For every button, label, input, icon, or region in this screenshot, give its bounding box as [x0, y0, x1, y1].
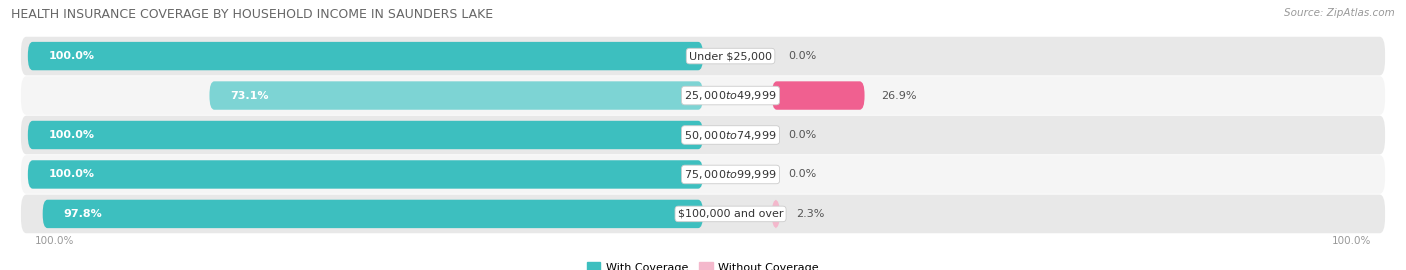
Text: 100.0%: 100.0% — [1331, 236, 1371, 246]
Text: 2.3%: 2.3% — [796, 209, 825, 219]
FancyBboxPatch shape — [42, 200, 703, 228]
Text: 26.9%: 26.9% — [882, 90, 917, 100]
Text: 100.0%: 100.0% — [48, 130, 94, 140]
Text: Under $25,000: Under $25,000 — [689, 51, 772, 61]
Text: $100,000 and over: $100,000 and over — [678, 209, 783, 219]
FancyBboxPatch shape — [21, 155, 1385, 194]
Legend: With Coverage, Without Coverage: With Coverage, Without Coverage — [582, 258, 824, 270]
FancyBboxPatch shape — [21, 195, 1385, 233]
FancyBboxPatch shape — [21, 37, 1385, 75]
Text: 0.0%: 0.0% — [789, 51, 817, 61]
FancyBboxPatch shape — [28, 160, 703, 189]
Text: 73.1%: 73.1% — [231, 90, 269, 100]
Text: $75,000 to $99,999: $75,000 to $99,999 — [685, 168, 776, 181]
Text: 0.0%: 0.0% — [789, 130, 817, 140]
Text: $50,000 to $74,999: $50,000 to $74,999 — [685, 129, 776, 141]
FancyBboxPatch shape — [28, 121, 703, 149]
Text: 100.0%: 100.0% — [48, 51, 94, 61]
Text: HEALTH INSURANCE COVERAGE BY HOUSEHOLD INCOME IN SAUNDERS LAKE: HEALTH INSURANCE COVERAGE BY HOUSEHOLD I… — [11, 8, 494, 21]
Text: Source: ZipAtlas.com: Source: ZipAtlas.com — [1284, 8, 1395, 18]
FancyBboxPatch shape — [21, 76, 1385, 115]
Text: 0.0%: 0.0% — [789, 170, 817, 180]
FancyBboxPatch shape — [772, 200, 780, 228]
FancyBboxPatch shape — [209, 81, 703, 110]
Text: 100.0%: 100.0% — [48, 170, 94, 180]
Text: 100.0%: 100.0% — [35, 236, 75, 246]
Text: 97.8%: 97.8% — [63, 209, 103, 219]
FancyBboxPatch shape — [21, 116, 1385, 154]
Text: $25,000 to $49,999: $25,000 to $49,999 — [685, 89, 776, 102]
FancyBboxPatch shape — [28, 42, 703, 70]
FancyBboxPatch shape — [772, 81, 865, 110]
